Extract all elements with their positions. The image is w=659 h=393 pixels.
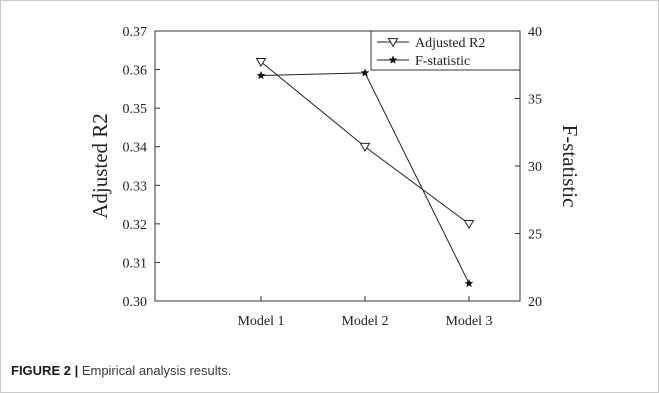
y-left-tick-label: 0.32	[123, 218, 148, 233]
y-right-tick-label: 20	[528, 295, 542, 310]
y-right-tick-label: 30	[528, 160, 542, 175]
caption-text: Empirical analysis results.	[78, 363, 232, 378]
y-right-tick-label: 35	[528, 93, 542, 108]
caption-label: FIGURE 2 |	[11, 363, 79, 378]
plot-frame	[154, 30, 521, 302]
series-markers	[255, 57, 475, 288]
y-left-tick-label: 0.30	[123, 295, 148, 310]
data-point-f-statistic	[360, 68, 370, 77]
legend-label-f-statistic: F-statistic	[415, 54, 470, 69]
data-point-adjusted-r2	[255, 57, 267, 68]
y-left-tick-label: 0.37	[123, 25, 148, 40]
y-left-tick-label: 0.31	[123, 256, 148, 271]
legend-box	[370, 30, 521, 71]
y-right-tick-label: 40	[528, 25, 542, 40]
y-left-tick-label: 0.33	[123, 179, 148, 194]
legend-items: Adjusted R2 F-statistic	[377, 36, 485, 69]
plot-border	[154, 30, 521, 302]
legend: Adjusted R2 F-statistic	[370, 30, 521, 71]
series-line-f-statistic	[260, 72, 470, 284]
x-axis: Model 1 Model 2 Model 3	[237, 296, 493, 329]
y-axis-title-right: F-statistic	[558, 125, 582, 208]
legend-label-adjusted-r2: Adjusted R2	[415, 36, 485, 51]
x-tick-label: Model 3	[445, 314, 492, 329]
y-left-tick-label: 0.34	[123, 141, 148, 156]
series-lines	[260, 61, 470, 284]
y-right-axis: 20 25 30 35 40	[515, 25, 542, 310]
y-right-tick-label: 25	[528, 228, 542, 243]
data-point-f-statistic	[464, 278, 474, 288]
y-left-tick-label: 0.35	[123, 102, 148, 117]
data-point-adjusted-r2	[463, 219, 475, 230]
y-left-axis: 0.30 0.31 0.32 0.33 0.34 0.35 0.36 0.37	[123, 25, 160, 310]
legend-marker-adjusted-r2	[387, 38, 399, 48]
y-left-tick-label: 0.36	[123, 64, 148, 79]
data-point-f-statistic	[256, 70, 266, 80]
data-point-adjusted-r2	[359, 142, 371, 152]
figure-caption: FIGURE 2 | Empirical analysis results.	[11, 363, 231, 378]
y-axis-title-left: Adjusted R2	[88, 113, 112, 219]
x-tick-label: Model 2	[341, 314, 388, 329]
x-tick-label: Model 1	[237, 314, 284, 329]
line-chart: 0.30 0.31 0.32 0.33 0.34 0.35 0.36 0.37 20 25 30 3…	[88, 25, 582, 329]
legend-marker-f-statistic	[388, 55, 398, 64]
